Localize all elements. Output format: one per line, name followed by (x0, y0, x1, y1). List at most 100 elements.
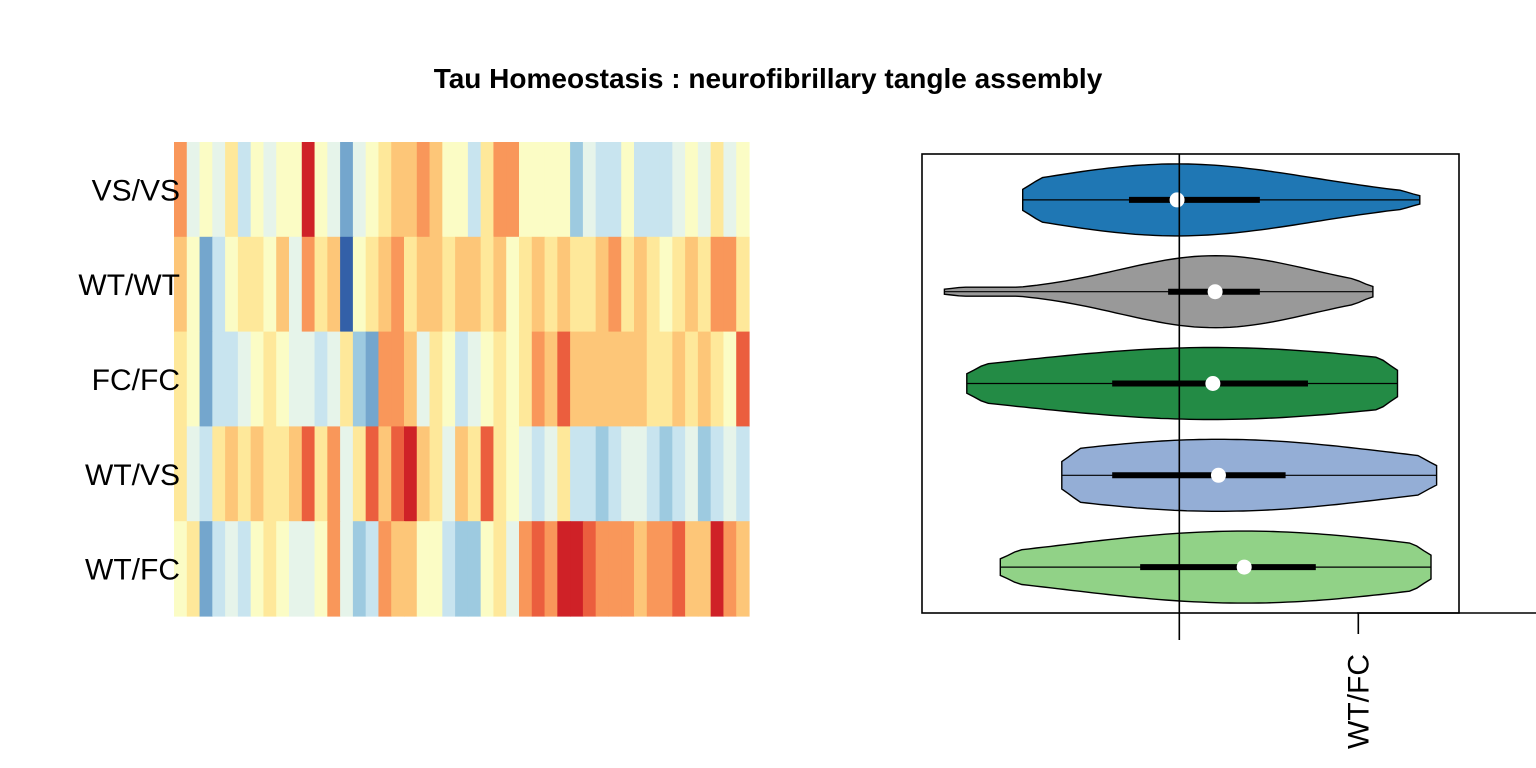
heatmap-cell (391, 236, 405, 333)
heatmap-cell (174, 521, 188, 617)
heatmap-cell (685, 236, 699, 333)
heatmap-cell (455, 142, 469, 238)
heatmap-cell (595, 521, 610, 617)
heatmap-cell (646, 142, 661, 238)
heatmap-cell (378, 521, 392, 617)
heatmap-cell (467, 426, 482, 522)
heatmap-cell (263, 236, 277, 333)
heatmap-cell (289, 521, 303, 617)
heatmap-cell (340, 236, 354, 333)
heatmap-cell (263, 426, 277, 522)
heatmap-cell (314, 521, 328, 617)
heatmap-cell (736, 142, 750, 238)
heatmap-cell (467, 331, 482, 427)
heatmap-cell (378, 236, 392, 333)
heatmap-cell (186, 426, 201, 522)
heatmap-cell (646, 331, 661, 427)
heatmap-cell (582, 236, 597, 333)
heatmap-cell (493, 521, 507, 617)
heatmap (174, 142, 750, 617)
heatmap-cell (442, 331, 456, 427)
heatmap-cell (340, 426, 354, 522)
chart-title: Tau Homeostasis : neurofibrillary tangle… (434, 63, 1103, 94)
heatmap-cell (199, 331, 213, 427)
heatmap-cell (570, 236, 584, 333)
heatmap-cell (519, 426, 533, 522)
heatmap-cell (608, 142, 622, 238)
heatmap-cell (506, 426, 520, 522)
heatmap-cell (225, 426, 239, 522)
heatmap-cell (212, 521, 226, 617)
heatmap-cell (250, 521, 265, 617)
heatmap-cell (314, 142, 328, 238)
heatmap-cell (582, 521, 597, 617)
heatmap-cell (212, 331, 226, 427)
violin-frame (921, 153, 1460, 614)
heatmap-cell (493, 331, 507, 427)
heatmap-cell (250, 142, 265, 238)
heatmap-cell (199, 521, 213, 617)
heatmap-cell (723, 426, 737, 522)
heatmap-cell (723, 331, 737, 427)
heatmap-cell (634, 142, 648, 238)
heatmap-cell (519, 331, 533, 427)
heatmap-cell (212, 426, 226, 522)
heatmap-cell (314, 331, 328, 427)
heatmap-cell (634, 331, 648, 427)
violin-median-point (1205, 376, 1221, 391)
heatmap-cell (672, 142, 686, 238)
heatmap-cell (672, 331, 686, 427)
violin-axis: WT/FC (1342, 612, 1536, 749)
heatmap-cell (544, 426, 558, 522)
violin-median-point (1207, 284, 1223, 300)
heatmap-cell (480, 236, 495, 333)
heatmap-cell (685, 142, 699, 238)
heatmap-cell (225, 331, 239, 427)
heatmap-cell (289, 142, 303, 238)
heatmap-cell (442, 236, 456, 333)
heatmap-cell (276, 142, 290, 238)
heatmap-cell (467, 236, 482, 333)
heatmap-cell (429, 426, 443, 522)
heatmap-cell (480, 426, 495, 522)
heatmap-cell (352, 521, 367, 617)
heatmap-cell (455, 331, 469, 427)
axis-tick-label: WT/FC (1342, 654, 1375, 749)
heatmap-cell (199, 426, 213, 522)
heatmap-cell (659, 426, 673, 522)
heatmap-cell (544, 236, 558, 333)
heatmap-cell (455, 426, 469, 522)
heatmap-cell (710, 142, 725, 238)
heatmap-cell (480, 331, 495, 427)
heatmap-cell (519, 142, 533, 238)
heatmap-row-labels: VS/VS WT/WT FC/FC WT/VS WT/FC (78, 174, 180, 586)
heatmap-cell (557, 236, 571, 333)
heatmap-cell (557, 331, 571, 427)
heatmap-cell (595, 426, 610, 522)
heatmap-cell (685, 426, 699, 522)
heatmap-cell (723, 236, 737, 333)
violin-panel: WT/FC (921, 153, 1536, 749)
heatmap-cell (314, 426, 328, 522)
heatmap-cell (544, 521, 558, 617)
heatmap-cell (416, 331, 431, 427)
heatmap-cell (289, 331, 303, 427)
heatmap-cell (672, 426, 686, 522)
heatmap-cell (174, 426, 188, 522)
heatmap-cell (697, 521, 712, 617)
heatmap-cell (608, 521, 622, 617)
heatmap-cell (352, 426, 367, 522)
heatmap-cell (250, 426, 265, 522)
heatmap-cell (455, 236, 469, 333)
heatmap-cell (301, 521, 316, 617)
heatmap-cell (391, 426, 405, 522)
heatmap-cell (557, 142, 571, 238)
heatmap-cell (301, 236, 316, 333)
violin-median-point (1169, 192, 1185, 208)
heatmap-cell (365, 331, 380, 427)
heatmap-cell (212, 142, 226, 238)
heatmap-cell (697, 236, 712, 333)
heatmap-cell (327, 426, 341, 522)
heatmap-cell (340, 521, 354, 617)
